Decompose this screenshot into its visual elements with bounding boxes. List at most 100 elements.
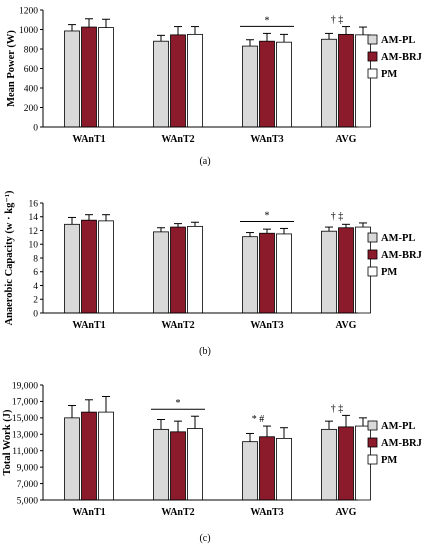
y-tick-label: 16: [29, 199, 39, 209]
bar-am-pl-want1: [64, 30, 80, 128]
chart-panel-3: 5,000 7,000 9,000 11,000 13,000 15,000 17,000 1…: [2, 381, 422, 544]
y-axis-title: Mean Power (W): [6, 30, 17, 107]
bar-am-brj-avg: [338, 33, 354, 128]
y-tick-label: 2: [33, 296, 38, 306]
bar-pm-want3: [276, 233, 292, 314]
y-tick-label: 12: [29, 227, 39, 237]
significance-marker: *: [265, 210, 270, 221]
bar-am-brj-avg: [338, 426, 354, 501]
bar-am-brj-want3: [259, 40, 275, 128]
y-tick-label: 200: [24, 104, 39, 114]
significance-marker: † ‡: [331, 211, 344, 222]
bar-am-pl-want3: [242, 236, 258, 314]
legend-label: PM: [381, 267, 397, 278]
bar-am-brj-want3: [259, 436, 275, 501]
legend-label: AM-PL: [381, 233, 415, 244]
bar-pm-want2: [187, 225, 203, 314]
x-category-label: AVG: [336, 320, 357, 331]
legend-swatch-am-brj: [367, 437, 378, 448]
significance-marker: † ‡: [331, 403, 344, 414]
legend-label: AM-BRJ: [381, 250, 422, 261]
panel-label: (c): [199, 533, 210, 544]
legend-swatch-am-pl: [367, 420, 378, 431]
legend-label: AM-BRJ: [381, 438, 422, 449]
y-axis-title: Anaerobic Capacity (w · kg⁻¹): [4, 190, 15, 326]
y-tick-label: 11,000: [12, 447, 38, 457]
bar-am-pl-want3: [242, 45, 258, 128]
bar-am-pl-avg: [321, 230, 337, 314]
y-tick-label: 1000: [19, 26, 38, 36]
bar-pm-want2: [187, 33, 203, 128]
x-category-label: WAnT2: [161, 507, 194, 518]
legend-swatch-pm: [367, 454, 378, 465]
panel-label: (a): [199, 156, 210, 167]
bar-am-pl-avg: [321, 428, 337, 501]
x-category-label: WAnT1: [72, 320, 105, 331]
x-category-label: AVG: [336, 507, 357, 518]
bar-pm-want1: [98, 27, 114, 128]
bar-pm-want3: [276, 437, 292, 501]
legend-label: PM: [381, 455, 397, 466]
x-category-label: WAnT1: [72, 507, 105, 518]
bar-am-brj-want2: [170, 226, 186, 314]
legend-label: AM-PL: [381, 35, 415, 46]
legend: AM-PL AM-BRJ PM: [367, 232, 422, 278]
y-tick-label: 15,000: [12, 414, 38, 424]
y-tick-label: 4: [33, 282, 38, 292]
y-tick-label: 13,000: [12, 431, 38, 441]
significance-marker: *: [265, 15, 270, 26]
legend: AM-PL AM-BRJ PM: [367, 34, 422, 80]
bar-am-brj-want2: [170, 431, 186, 501]
bar-am-pl-want2: [153, 40, 169, 128]
legend-swatch-am-pl: [367, 232, 378, 243]
y-tick-label: 19,000: [12, 381, 38, 391]
legend-swatch-pm: [367, 68, 378, 79]
x-category-label: WAnT2: [161, 134, 194, 145]
y-tick-label: 400: [24, 84, 39, 94]
y-tick-label: 8: [33, 254, 38, 264]
bar-am-brj-want1: [81, 411, 97, 501]
bar-pm-want3: [276, 41, 292, 128]
significance-marker: * #: [252, 414, 265, 425]
legend-swatch-am-brj: [367, 249, 378, 260]
x-category-label: WAnT2: [161, 320, 194, 331]
chart-panel-1: 0 200 400 600 800 1000 1200 WAnT1 WAnT2 WAnT3 AVG M…: [6, 6, 422, 167]
significance-marker: † ‡: [331, 15, 344, 26]
bar-am-pl-want1: [64, 223, 80, 314]
bar-pm-avg: [355, 34, 371, 128]
bar-am-brj-want1: [81, 26, 97, 128]
legend-label: AM-BRJ: [381, 52, 422, 63]
x-category-label: WAnT3: [250, 507, 283, 518]
y-tick-label: 800: [24, 45, 39, 55]
bar-am-brj-avg: [338, 227, 354, 314]
bar-pm-want1: [98, 411, 114, 501]
legend-swatch-am-pl: [367, 34, 378, 45]
bar-pm-want2: [187, 428, 203, 501]
y-tick-label: 17,000: [12, 398, 38, 408]
chart-panel-2: 0 2 4 6 8 10 12 14 16 WAnT1 WAnT2 WAnT3 AVG Anaerobic…: [4, 190, 422, 357]
x-category-label: AVG: [336, 134, 357, 145]
x-category-label: WAnT1: [72, 134, 105, 145]
y-tick-label: 10: [29, 241, 39, 251]
legend-swatch-am-brj: [367, 51, 378, 62]
legend-label: AM-PL: [381, 421, 415, 432]
y-tick-label: 600: [24, 65, 39, 75]
y-tick-label: 5,000: [17, 496, 39, 506]
legend-label: PM: [381, 69, 397, 80]
x-category-label: WAnT3: [250, 320, 283, 331]
y-tick-label: 6: [33, 268, 38, 278]
legend-swatch-pm: [367, 266, 378, 277]
y-tick-label: 14: [29, 213, 39, 223]
legend: AM-PL AM-BRJ PM: [367, 420, 422, 466]
y-tick-label: 7,000: [17, 480, 39, 490]
x-category-label: WAnT3: [250, 134, 283, 145]
y-tick-label: 1200: [19, 6, 38, 16]
bar-am-brj-want1: [81, 219, 97, 314]
bar-am-pl-want2: [153, 428, 169, 501]
bar-am-pl-want2: [153, 231, 169, 314]
y-tick-label: 0: [33, 123, 38, 133]
bar-am-brj-want2: [170, 34, 186, 128]
y-tick-label: 9,000: [17, 463, 39, 473]
y-axis-title: Total Work (J): [2, 409, 13, 475]
